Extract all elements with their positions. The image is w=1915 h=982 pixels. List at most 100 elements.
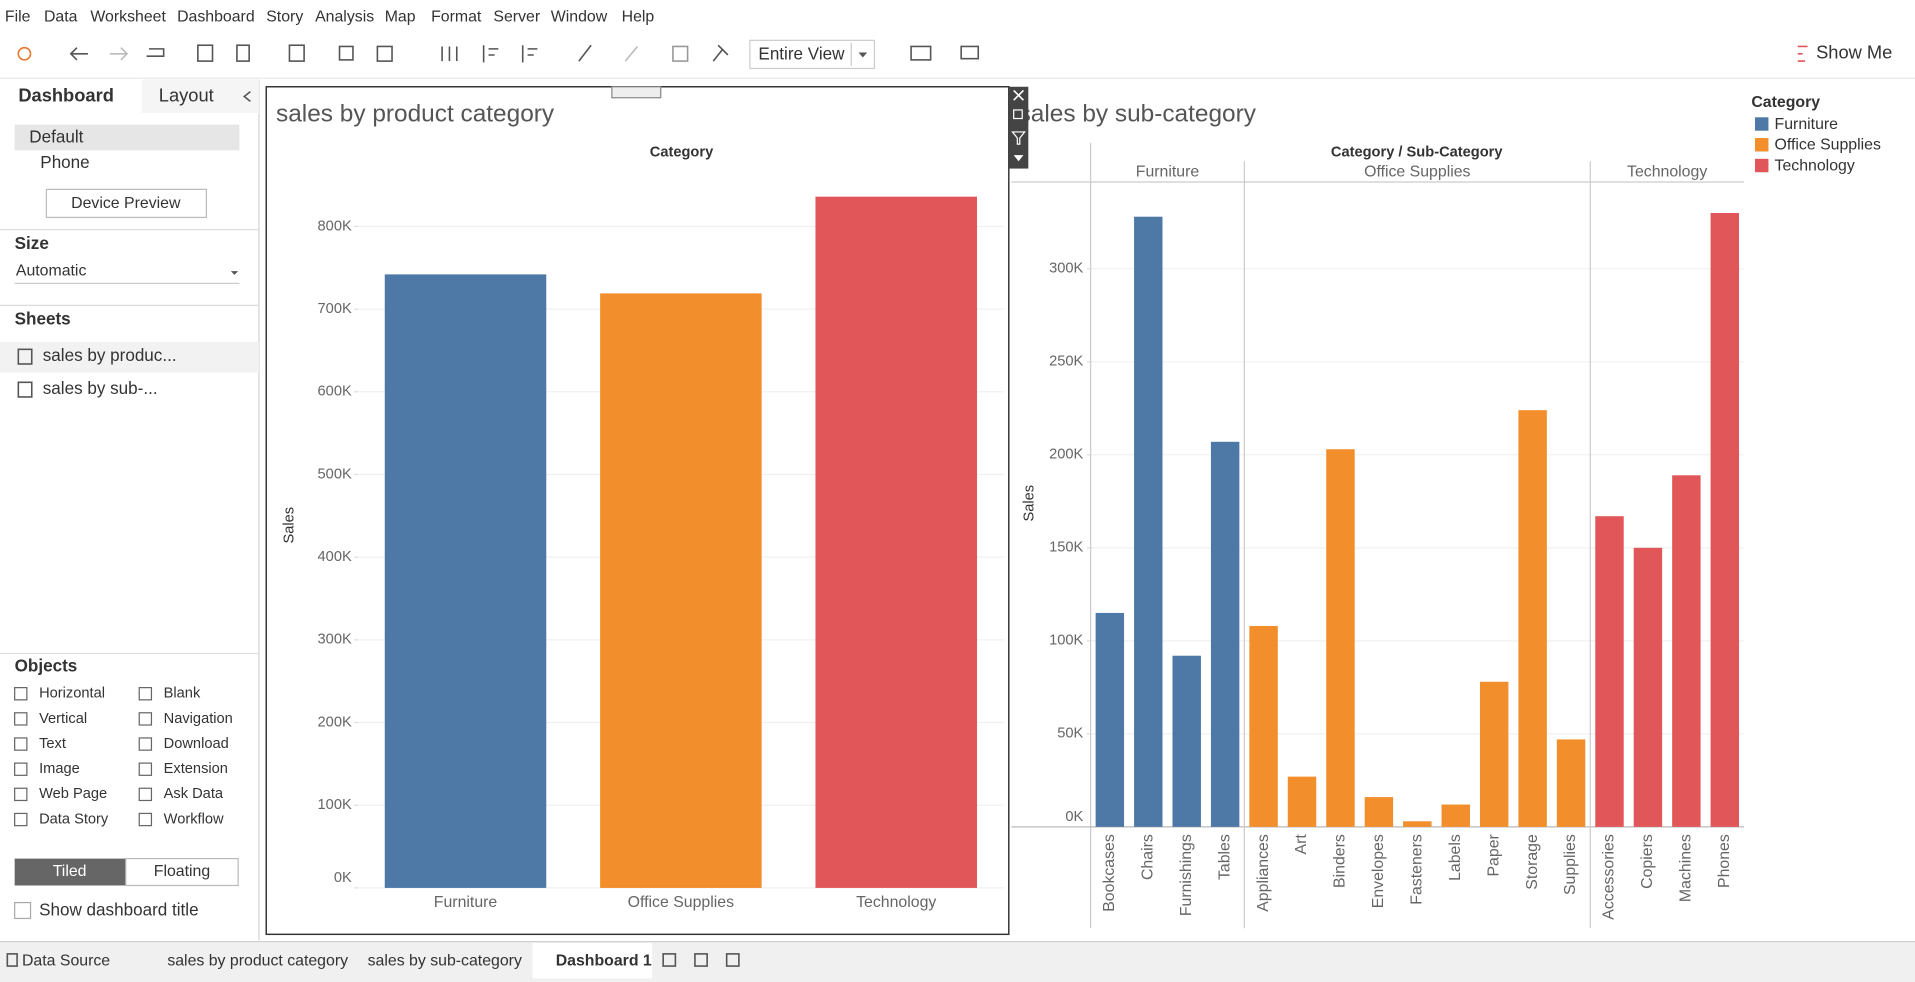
x-tick-label: Accessories bbox=[1601, 834, 1618, 920]
object-icon bbox=[14, 712, 28, 726]
sheet-tab[interactable]: Data Source bbox=[22, 952, 110, 969]
x-tick-label: Labels bbox=[1447, 834, 1464, 881]
column-header: Category / Sub-Category bbox=[1331, 145, 1504, 161]
y-tick-label: 300K bbox=[318, 632, 352, 648]
device[interactable]: Default bbox=[29, 128, 83, 147]
device[interactable]: Phone bbox=[40, 153, 89, 172]
highlight[interactable] bbox=[578, 44, 592, 62]
menu-item[interactable]: Server bbox=[493, 8, 540, 25]
object-item[interactable]: Vertical bbox=[39, 711, 87, 727]
floating-button[interactable] bbox=[125, 858, 239, 887]
x-tick-label: Art bbox=[1293, 834, 1310, 855]
pin[interactable] bbox=[712, 44, 729, 62]
menu-item[interactable]: File bbox=[5, 8, 31, 25]
bar bbox=[1518, 410, 1547, 827]
menu-item[interactable]: Window bbox=[551, 8, 608, 25]
collapse[interactable] bbox=[242, 91, 251, 103]
show-me-icon[interactable] bbox=[1797, 45, 1808, 62]
size-arrow bbox=[230, 271, 239, 275]
column-header: Category bbox=[650, 145, 714, 161]
sheet-tab[interactable]: Dashboard 1 bbox=[556, 952, 652, 969]
object-item[interactable]: Image bbox=[39, 761, 80, 777]
new-sheet-tab[interactable] bbox=[662, 953, 677, 967]
duplicate[interactable] bbox=[338, 45, 354, 61]
remove[interactable] bbox=[1013, 89, 1025, 101]
menu-item[interactable]: Format bbox=[431, 8, 482, 25]
checkbox[interactable] bbox=[14, 901, 32, 920]
object-item[interactable]: Text bbox=[39, 736, 66, 752]
device-preview-button[interactable] bbox=[45, 188, 208, 219]
toolbar-icons bbox=[17, 44, 1808, 63]
sheet-item[interactable]: sales by sub-... bbox=[43, 379, 158, 398]
filter[interactable] bbox=[1011, 131, 1026, 145]
sheet-tab[interactable]: sales by sub-category bbox=[368, 952, 522, 969]
group-header: Furniture bbox=[1136, 163, 1200, 180]
object-item[interactable]: Navigation bbox=[164, 711, 233, 727]
layout-mode[interactable]: Floating bbox=[154, 863, 210, 880]
object-item[interactable]: Data Story bbox=[39, 811, 109, 827]
device-preview[interactable]: Device Preview bbox=[71, 195, 181, 212]
y-tick-label: 50K bbox=[1057, 726, 1083, 742]
show-title[interactable]: Show dashboard title bbox=[39, 901, 198, 920]
sort-asc[interactable] bbox=[482, 45, 499, 63]
menu-item[interactable]: Help bbox=[622, 8, 655, 25]
sheet-tab[interactable]: sales by product category bbox=[167, 952, 348, 969]
cards[interactable] bbox=[910, 45, 932, 61]
y-tick-label: 200K bbox=[1049, 447, 1083, 463]
clear[interactable] bbox=[376, 45, 393, 62]
panel-tab[interactable]: Dashboard bbox=[18, 84, 114, 105]
x-tick-label: Tables bbox=[1216, 834, 1233, 880]
new-sheet[interactable] bbox=[288, 44, 305, 62]
sheet-selected bbox=[0, 342, 259, 373]
bottom-bar bbox=[0, 941, 1915, 982]
replay[interactable] bbox=[146, 48, 165, 58]
object-item[interactable]: Horizontal bbox=[39, 686, 105, 702]
fit-label[interactable]: Entire View bbox=[758, 45, 845, 64]
size-value[interactable]: Automatic bbox=[16, 262, 87, 279]
new-story-tab[interactable] bbox=[725, 953, 740, 967]
fit-dropdown[interactable] bbox=[749, 39, 876, 70]
undo[interactable] bbox=[69, 47, 88, 61]
drag-handle[interactable] bbox=[611, 86, 662, 99]
menu-item[interactable]: Story bbox=[266, 8, 303, 25]
object-icon bbox=[138, 737, 153, 751]
object-icon bbox=[14, 812, 28, 827]
tiled-button[interactable] bbox=[14, 858, 126, 886]
y-tick-label: 700K bbox=[318, 301, 352, 317]
legend-label[interactable]: Office Supplies bbox=[1775, 137, 1881, 154]
sheet-item[interactable]: sales by produc... bbox=[43, 346, 177, 365]
panel-tab[interactable]: Layout bbox=[159, 84, 214, 105]
sort-desc[interactable] bbox=[521, 45, 538, 63]
more[interactable] bbox=[1013, 155, 1024, 162]
side-panel bbox=[0, 79, 259, 941]
logo[interactable] bbox=[17, 46, 32, 61]
menu-item[interactable]: Dashboard bbox=[177, 8, 255, 25]
y-tick-label: 150K bbox=[1049, 540, 1083, 556]
legend-label[interactable]: Technology bbox=[1775, 157, 1855, 174]
swap[interactable] bbox=[441, 46, 458, 62]
menu-item[interactable]: Data bbox=[44, 8, 78, 25]
labels[interactable] bbox=[624, 45, 639, 62]
new-data-source[interactable] bbox=[236, 44, 250, 62]
object-item[interactable]: Extension bbox=[164, 761, 228, 777]
goto-sheet[interactable] bbox=[1013, 109, 1023, 120]
redo[interactable] bbox=[109, 47, 129, 61]
new-dashboard-tab[interactable] bbox=[694, 953, 708, 967]
object-item[interactable]: Blank bbox=[164, 686, 201, 702]
presentation[interactable] bbox=[960, 45, 980, 60]
menu-item[interactable]: Map bbox=[385, 8, 416, 25]
bar bbox=[1210, 441, 1240, 827]
object-item[interactable]: Web Page bbox=[39, 786, 107, 802]
save[interactable] bbox=[197, 44, 214, 62]
show-me[interactable]: Show Me bbox=[1816, 42, 1892, 63]
object-item[interactable]: Download bbox=[164, 736, 229, 752]
object-item[interactable]: Ask Data bbox=[164, 786, 224, 802]
menu-item[interactable]: Worksheet bbox=[90, 8, 166, 25]
menu-item[interactable]: Analysis bbox=[315, 8, 374, 25]
fix-axes[interactable] bbox=[672, 45, 689, 62]
layout-mode[interactable]: Tiled bbox=[53, 863, 87, 880]
legend-label[interactable]: Furniture bbox=[1775, 116, 1839, 133]
object-item[interactable]: Workflow bbox=[164, 811, 224, 827]
